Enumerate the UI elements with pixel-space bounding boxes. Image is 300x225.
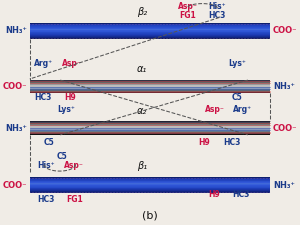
Text: Asp⁻: Asp⁻ — [205, 105, 225, 114]
Bar — [30, 89, 270, 90]
Text: HC3: HC3 — [38, 195, 55, 204]
Bar — [30, 32, 270, 33]
Bar — [30, 188, 270, 189]
Text: COO⁻: COO⁻ — [3, 82, 27, 91]
Text: C5: C5 — [44, 137, 54, 146]
Bar — [30, 27, 270, 28]
Text: HC3: HC3 — [208, 11, 225, 20]
Text: NH₃⁺: NH₃⁺ — [273, 181, 295, 190]
Text: C5: C5 — [56, 152, 67, 161]
Bar — [30, 24, 270, 25]
Bar — [30, 26, 270, 27]
Bar — [30, 28, 270, 29]
Bar — [30, 34, 270, 35]
Bar — [30, 87, 270, 88]
Bar — [30, 37, 270, 38]
Bar — [30, 80, 270, 81]
Bar — [30, 191, 270, 192]
Bar — [30, 132, 270, 133]
Bar — [30, 90, 270, 91]
Bar — [30, 83, 270, 84]
Bar — [30, 182, 270, 183]
Text: Arg⁺: Arg⁺ — [34, 59, 53, 68]
Text: NH₃⁺: NH₃⁺ — [5, 26, 27, 35]
Bar — [30, 129, 270, 130]
Bar — [30, 180, 270, 181]
Bar — [30, 33, 270, 34]
Text: Asp⁻: Asp⁻ — [178, 2, 198, 11]
Bar — [30, 123, 270, 124]
Text: NH₃⁺: NH₃⁺ — [5, 124, 27, 133]
Bar — [30, 130, 270, 131]
Text: Asp⁻: Asp⁻ — [62, 59, 82, 68]
Bar — [30, 192, 270, 193]
Bar — [30, 92, 270, 93]
Bar — [30, 127, 270, 128]
Text: HC3: HC3 — [35, 93, 52, 102]
Bar — [30, 128, 270, 129]
Text: (b): (b) — [142, 210, 158, 220]
Bar — [30, 185, 270, 186]
Text: COO⁻: COO⁻ — [3, 181, 27, 190]
Text: Lys⁺: Lys⁺ — [228, 59, 246, 68]
Bar — [30, 134, 270, 135]
Bar — [30, 36, 270, 37]
Text: His⁺: His⁺ — [37, 161, 55, 170]
Text: α₂: α₂ — [137, 106, 147, 116]
Bar — [30, 85, 270, 86]
Bar — [30, 93, 270, 94]
Text: Arg⁺: Arg⁺ — [233, 105, 252, 114]
Bar — [30, 91, 270, 92]
Bar — [30, 29, 270, 30]
Bar — [30, 30, 270, 31]
Bar — [30, 187, 270, 188]
Bar — [30, 126, 270, 127]
Bar — [30, 133, 270, 134]
Text: Lys⁺: Lys⁺ — [57, 105, 75, 114]
Text: β₂: β₂ — [137, 7, 147, 17]
Bar — [30, 122, 270, 123]
Text: Asp⁻: Asp⁻ — [64, 161, 84, 170]
Bar — [30, 179, 270, 180]
Bar — [30, 181, 270, 182]
Bar — [30, 31, 270, 32]
Bar — [30, 35, 270, 36]
Text: C5: C5 — [232, 93, 242, 102]
Bar — [30, 38, 270, 39]
Text: α₁: α₁ — [137, 65, 147, 74]
Bar — [30, 124, 270, 125]
Bar — [30, 23, 270, 24]
Bar — [30, 81, 270, 82]
Bar — [30, 84, 270, 85]
Bar — [30, 86, 270, 87]
Text: HC3: HC3 — [223, 137, 240, 146]
Bar — [30, 190, 270, 191]
Text: COO⁻: COO⁻ — [273, 26, 297, 35]
Bar — [30, 131, 270, 132]
Bar — [30, 189, 270, 190]
Text: His⁺: His⁺ — [208, 2, 225, 11]
Bar — [30, 25, 270, 26]
Bar — [30, 178, 270, 179]
Bar — [30, 184, 270, 185]
Text: H9: H9 — [199, 137, 210, 146]
Bar — [30, 82, 270, 83]
Bar — [30, 88, 270, 89]
Text: NH₃⁺: NH₃⁺ — [273, 82, 295, 91]
Bar — [30, 177, 270, 178]
Text: H9: H9 — [65, 93, 76, 102]
Bar — [30, 186, 270, 187]
Text: FG1: FG1 — [180, 11, 196, 20]
Bar — [30, 183, 270, 184]
Text: β₁: β₁ — [137, 161, 147, 171]
Text: H9: H9 — [208, 190, 220, 199]
Text: HC3: HC3 — [232, 190, 250, 199]
Text: FG1: FG1 — [66, 195, 83, 204]
Bar — [30, 125, 270, 126]
Text: COO⁻: COO⁻ — [273, 124, 297, 133]
